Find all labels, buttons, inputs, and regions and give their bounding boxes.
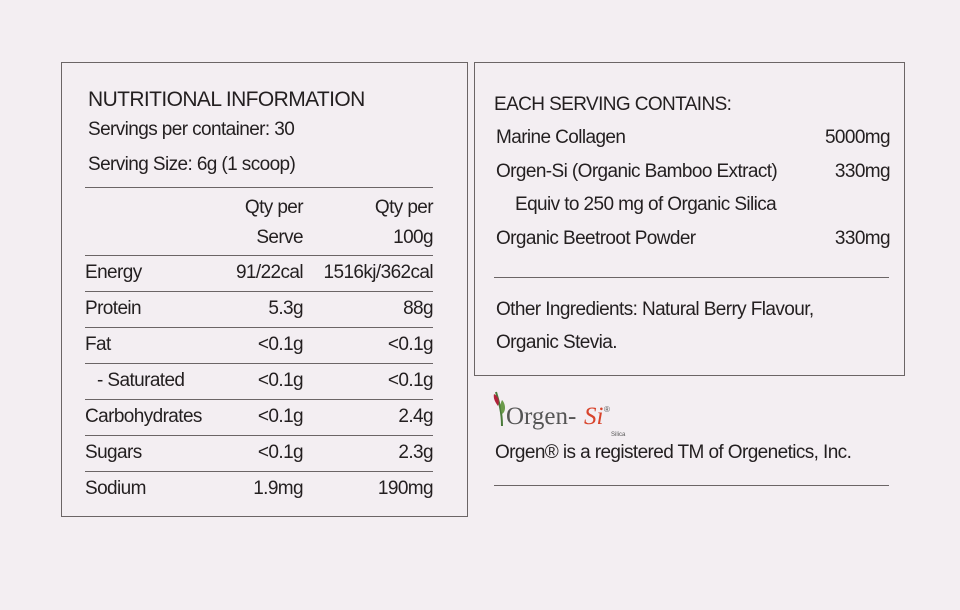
ingredient-name: Organic Beetroot Powder <box>496 227 696 249</box>
nutrition-title: NUTRITIONAL INFORMATION <box>88 88 365 111</box>
ingredient-amount: 5000mg <box>824 127 891 148</box>
divider <box>494 485 889 486</box>
contents-title: EACH SERVING CONTAINS: <box>494 94 732 115</box>
per-100g: 88g <box>403 298 434 319</box>
column-header: Serve <box>256 227 303 248</box>
servings: Servings per container: 30 <box>88 119 295 140</box>
column-header: Qty per <box>374 197 434 218</box>
divider <box>85 187 433 188</box>
nutrient-name: Protein <box>85 298 142 319</box>
column-header: 100g <box>393 227 433 248</box>
per-100g: 1516kj/362cal <box>323 262 434 283</box>
logo-mark: ® <box>604 405 610 414</box>
per-serve: <0.1g <box>257 442 304 463</box>
logo-leaf <box>500 400 505 414</box>
logo: Orgen- Si ® Silica <box>493 391 626 438</box>
nutrition-panel <box>61 62 468 517</box>
nutrient-name: - Saturated <box>97 370 185 391</box>
contents-panel <box>474 62 905 376</box>
per-serve: <0.1g <box>257 406 304 427</box>
per-serve: <0.1g <box>257 370 304 391</box>
per-100g: 2.4g <box>398 406 433 427</box>
nutrient-name: Sugars <box>85 442 142 463</box>
nutrient-name: Fat <box>85 334 111 355</box>
row-divider <box>85 291 433 292</box>
ingredient-amount: 330mg <box>834 160 891 182</box>
nutrient-name: Carbohydrates <box>85 406 202 427</box>
logo-accent: Si <box>584 403 604 430</box>
per-100g: <0.1g <box>387 370 434 391</box>
row-divider <box>85 363 433 364</box>
per-serve: 91/22cal <box>235 262 304 283</box>
row-divider <box>85 255 433 256</box>
per-serve: 5.3g <box>268 298 303 319</box>
row-divider <box>85 435 433 436</box>
row-divider <box>85 399 433 400</box>
ingredient-amount: 330mg <box>834 227 891 249</box>
per-serve: 1.9mg <box>253 478 303 499</box>
per-100g: 190mg <box>377 478 434 499</box>
per-100g: 2.3g <box>398 442 433 463</box>
other-ingredients: Other Ingredients: Natural Berry Flavour… <box>496 299 814 320</box>
per-100g: <0.1g <box>387 334 434 355</box>
logo-name: Orgen- <box>506 403 576 430</box>
ingredient-name: Equiv to 250 mg of Organic Silica <box>515 194 777 215</box>
nutrient-name: Energy <box>85 262 142 283</box>
row-divider <box>85 471 433 472</box>
per-serve: <0.1g <box>257 334 304 355</box>
other-ingredients: Organic Stevia. <box>496 332 618 353</box>
column-header: Qty per <box>244 197 304 218</box>
trademark: Orgen® is a registered TM of Orgenetics,… <box>495 442 852 463</box>
serving-size: Serving Size: 6g (1 scoop) <box>88 154 296 175</box>
divider <box>494 277 889 278</box>
logo-leaf <box>493 394 499 406</box>
ingredient-name: Orgen-Si (Organic Bamboo Extract) <box>496 160 778 182</box>
logo-leaf <box>495 391 503 427</box>
ingredient-name: Marine Collagen <box>496 127 626 148</box>
row-divider <box>85 327 433 328</box>
nutrient-name: Sodium <box>85 478 146 499</box>
logo-sub: Silica <box>611 432 626 438</box>
